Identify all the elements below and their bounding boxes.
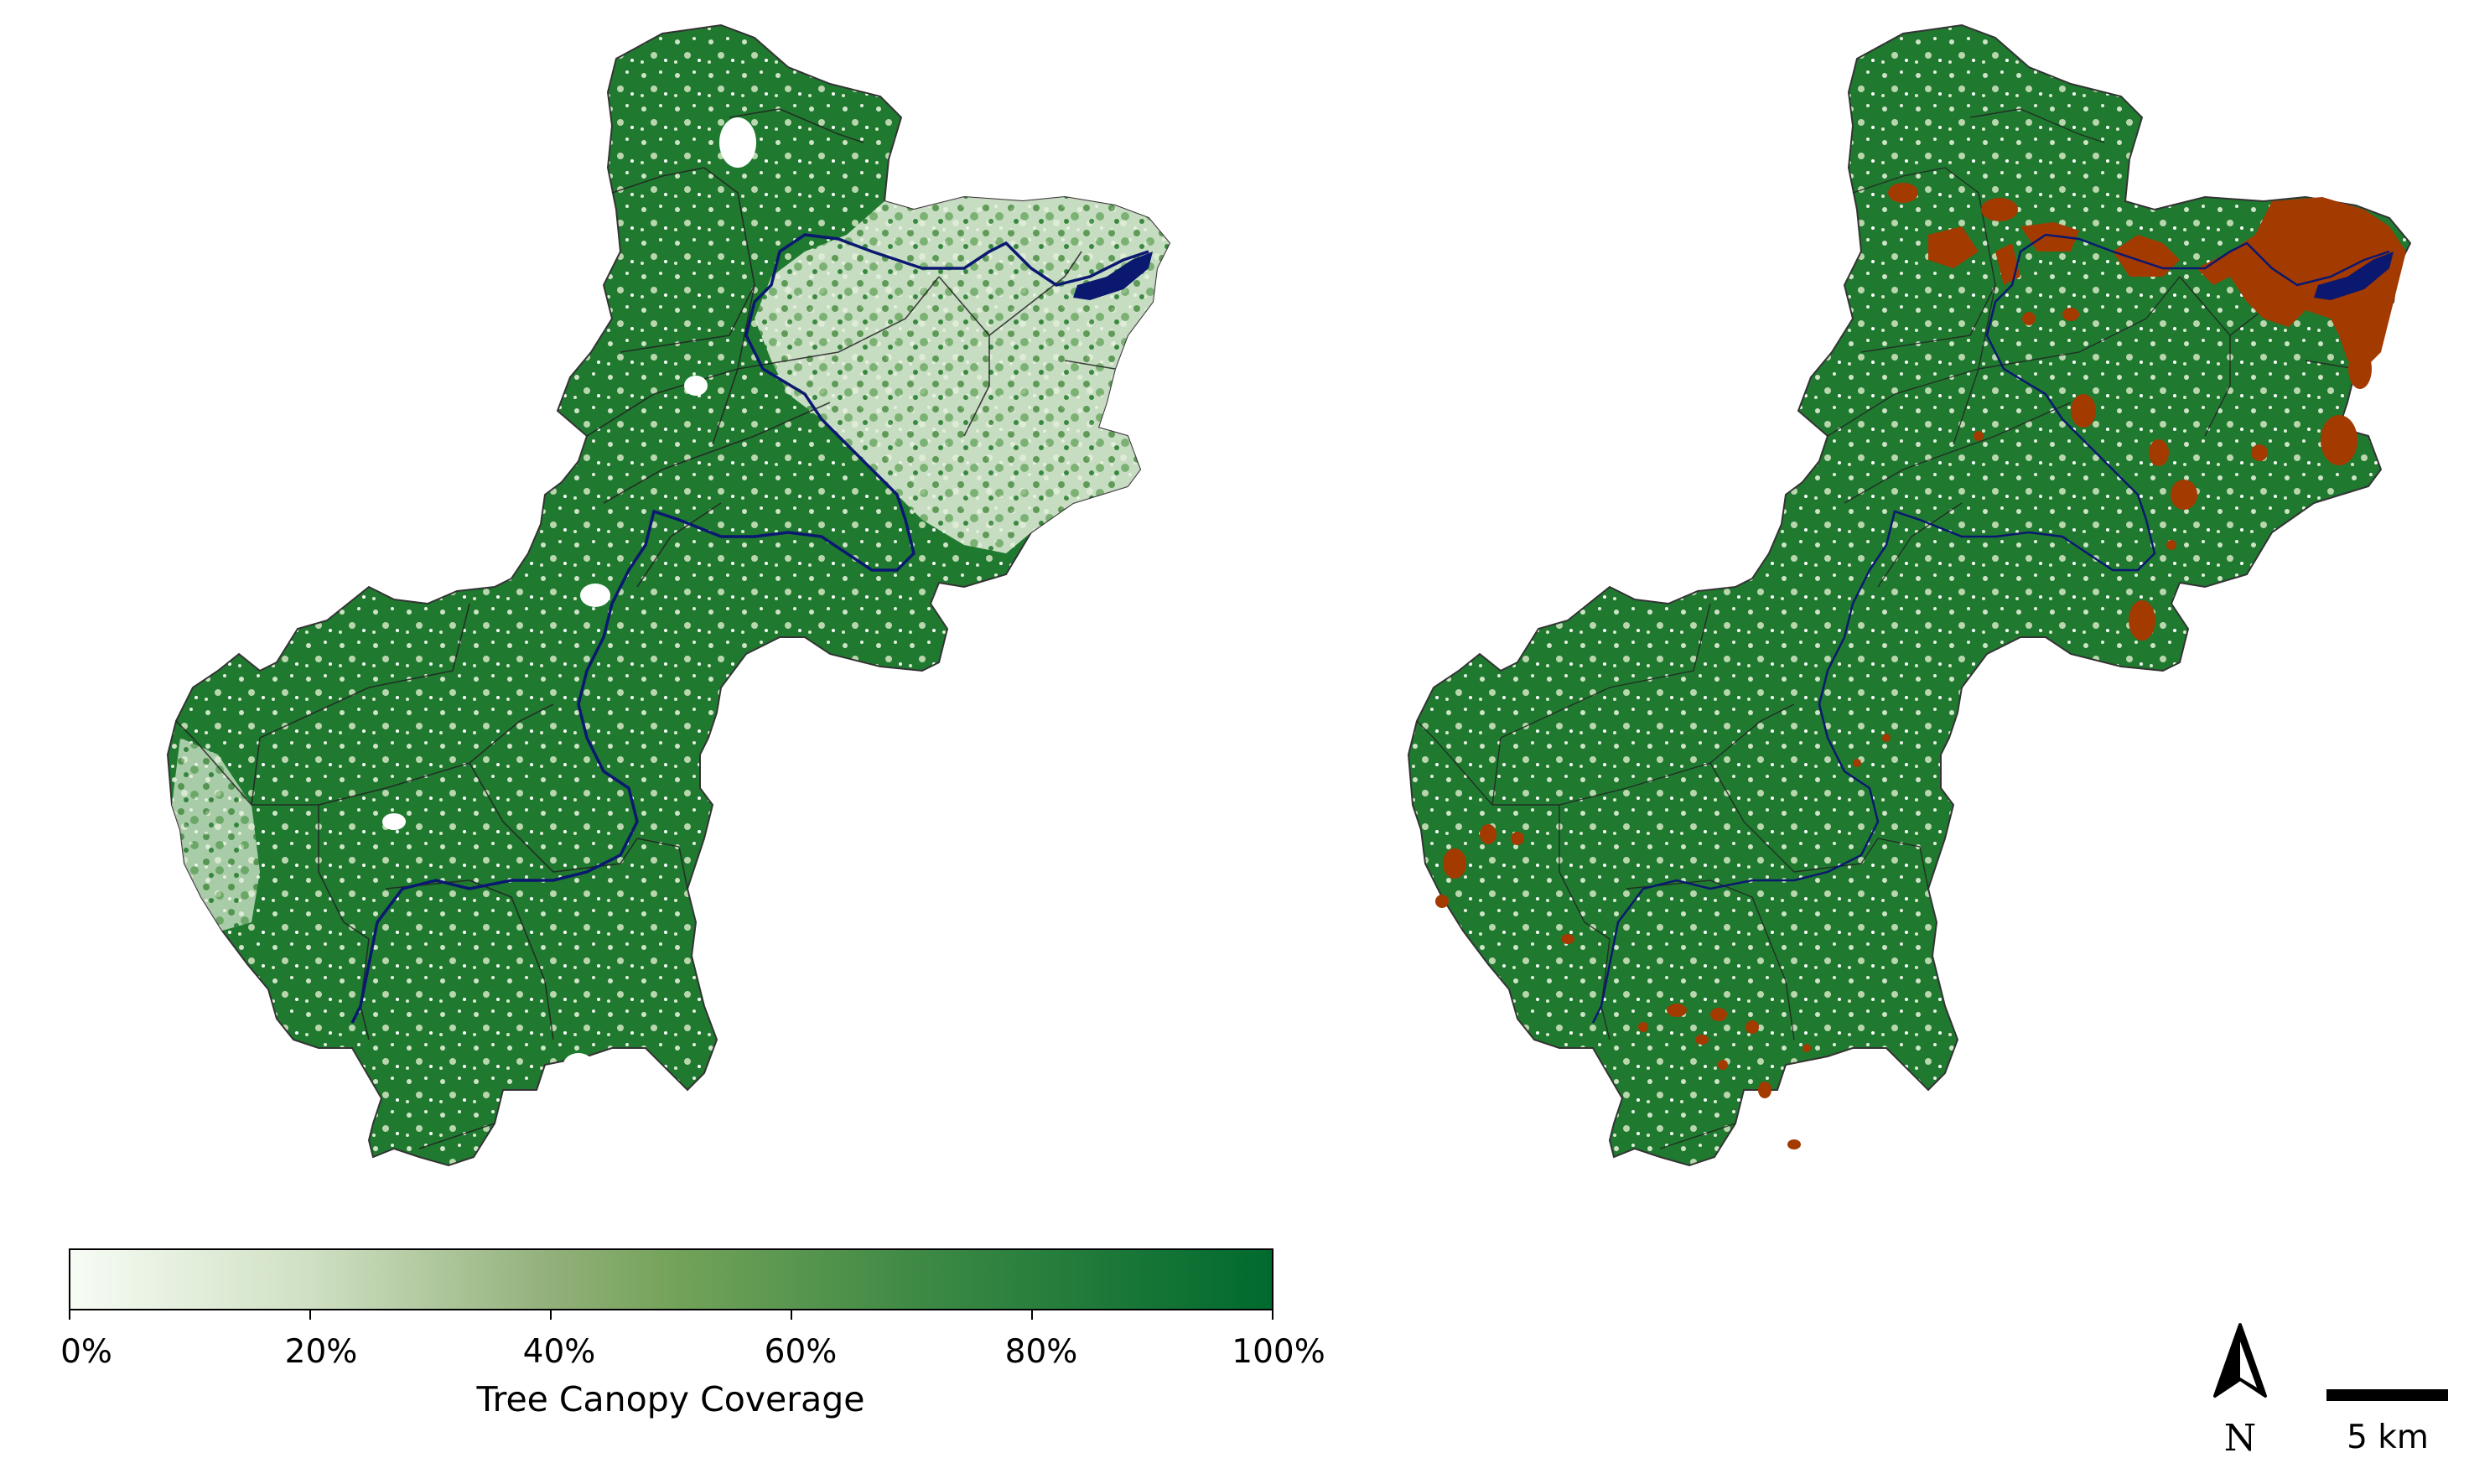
canopy-region bbox=[166, 23, 1171, 1167]
river bbox=[350, 233, 1149, 1024]
colorbar-tick-label: 80% bbox=[1005, 1333, 1078, 1371]
north-arrow: N bbox=[2213, 1323, 2267, 1460]
colorbar-tick-label: 20% bbox=[285, 1333, 358, 1371]
colorbar-title: Tree Canopy Coverage bbox=[475, 1379, 864, 1419]
reservoir bbox=[1073, 252, 1153, 300]
colorbar-tick-label: 0% bbox=[60, 1333, 112, 1371]
scale-bar-line bbox=[2326, 1389, 2448, 1401]
scale-bar: 5 km bbox=[2326, 1389, 2448, 1456]
north-arrow-label: N bbox=[2224, 1417, 2257, 1460]
canopy-map bbox=[166, 23, 1171, 1167]
hotspot-map bbox=[1408, 24, 2411, 1166]
colorbar-ticks bbox=[69, 1310, 1273, 1320]
colorbar-gradient bbox=[69, 1248, 1273, 1310]
low-canopy-area bbox=[755, 197, 1170, 553]
colorbar-tick-label: 40% bbox=[523, 1333, 596, 1371]
river-right bbox=[1591, 233, 2390, 1024]
low-canopy-west bbox=[172, 738, 260, 931]
reservoir-right bbox=[2314, 252, 2394, 300]
colorbar-tick-label: 60% bbox=[765, 1333, 838, 1371]
colorbar: 0% 20% 40% 60% 80% 100% Tree Canopy Cove… bbox=[60, 1248, 1325, 1419]
hotspots bbox=[1435, 183, 2406, 1149]
colorbar-tick-label: 100% bbox=[1232, 1333, 1325, 1371]
scale-bar-label: 5 km bbox=[2347, 1419, 2429, 1456]
municipal-boundaries bbox=[175, 108, 1116, 1149]
clearings bbox=[382, 117, 765, 1077]
